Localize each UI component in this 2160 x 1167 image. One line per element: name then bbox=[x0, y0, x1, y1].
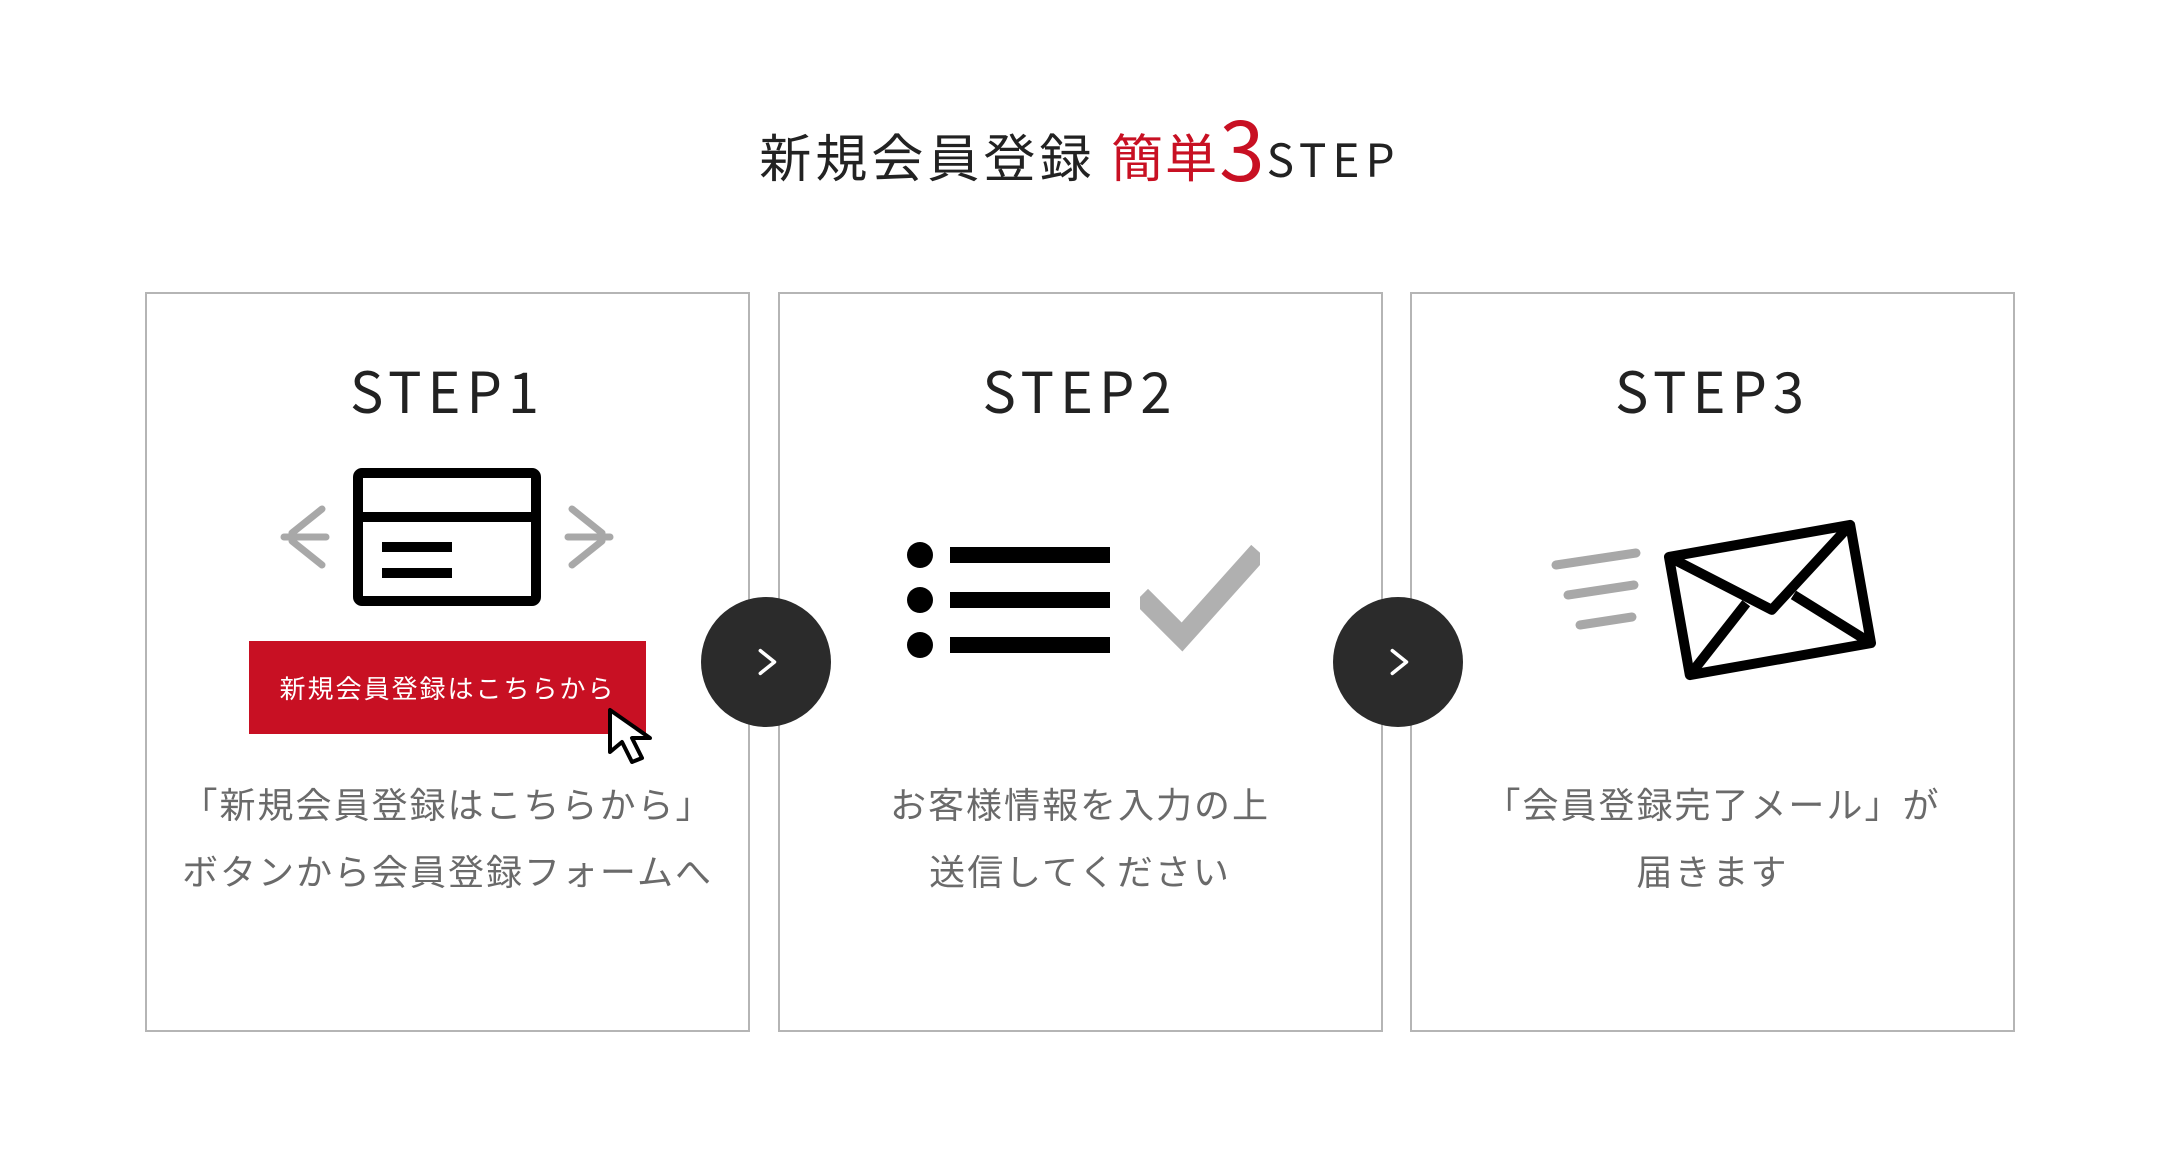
step1-label: STEP1 bbox=[350, 349, 545, 430]
step-card-2: STEP2 bbox=[778, 292, 1383, 1032]
step2-label: STEP2 bbox=[982, 349, 1177, 430]
step3-label: STEP3 bbox=[1615, 349, 1810, 430]
step2-desc-line2: 送信してください bbox=[929, 844, 1231, 896]
chevron-right-icon bbox=[749, 645, 783, 679]
motion-lines-icon bbox=[1546, 545, 1646, 655]
step3-desc-line2: 届きます bbox=[1636, 844, 1788, 896]
form-icon bbox=[352, 467, 542, 607]
register-cta-label: 新規会員登録はこちらから bbox=[279, 669, 615, 706]
title-suffix: STEP bbox=[1267, 125, 1401, 191]
step2-illustration bbox=[810, 440, 1351, 760]
step1-desc-line1: 「新規会員登録はこちらから」 bbox=[181, 777, 713, 829]
step1-desc: 「新規会員登録はこちらから」 ボタンから会員登録フォームへ bbox=[181, 770, 713, 903]
page-title: 新規会員登録 簡単3STEP bbox=[0, 0, 2160, 192]
steps-row: STEP1 bbox=[145, 292, 2015, 1032]
step1-illustration: 新規会員登録はこちらから bbox=[177, 440, 718, 760]
step-card-1: STEP1 bbox=[145, 292, 750, 1032]
check-icon bbox=[1140, 545, 1260, 655]
chevron-right-icon bbox=[1381, 645, 1415, 679]
step2-desc-line1: お客様情報を入力の上 bbox=[890, 777, 1270, 829]
arrow-next-2 bbox=[1333, 597, 1463, 727]
list-icon bbox=[900, 525, 1110, 675]
spark-left-icon bbox=[262, 497, 332, 577]
step2-desc: お客様情報を入力の上 送信してください bbox=[890, 770, 1270, 903]
title-accent-word: 簡単 bbox=[1111, 117, 1219, 192]
cursor-icon bbox=[604, 706, 660, 766]
envelope-icon bbox=[1660, 515, 1880, 685]
title-number: 3 bbox=[1219, 86, 1267, 205]
step-card-3: STEP3 bbox=[1410, 292, 2015, 1032]
step1-desc-line2: ボタンから会員登録フォームへ bbox=[182, 844, 713, 896]
register-cta-button[interactable]: 新規会員登録はこちらから bbox=[249, 641, 645, 734]
step3-desc: 「会員登録完了メール」が 届きます bbox=[1484, 770, 1940, 903]
title-accent: 簡単3 bbox=[1111, 117, 1267, 192]
arrow-next-1 bbox=[701, 597, 831, 727]
step3-illustration bbox=[1442, 440, 1983, 760]
title-prefix: 新規会員登録 bbox=[759, 117, 1095, 192]
step3-desc-line1: 「会員登録完了メール」が bbox=[1484, 777, 1940, 829]
spark-right-icon bbox=[562, 497, 632, 577]
